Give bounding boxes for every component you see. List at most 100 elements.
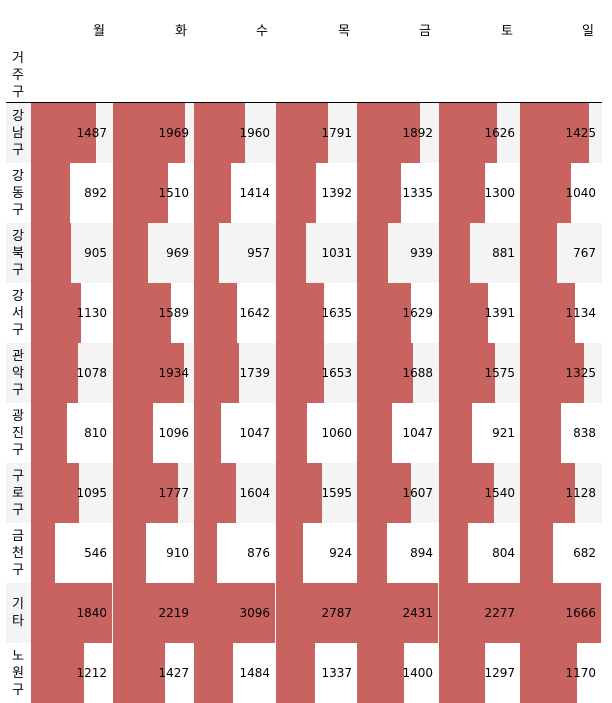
cell-value: 1060: [321, 426, 352, 440]
row-label: 강남구: [12, 108, 24, 158]
column-header: 목: [338, 24, 350, 39]
cell-bar: [194, 223, 220, 283]
cell-bar: [276, 583, 357, 643]
table-row: [6, 523, 602, 583]
row-label: 관악구: [12, 348, 24, 398]
styled-data-table: 거주구 월 화 수 목 금 토 일 강남구 1487 1969 1960 1791 1892 1626 14…: [6, 24, 602, 703]
cell-bar: [357, 283, 412, 343]
cell-value: 894: [410, 546, 433, 560]
cell-bar: [31, 283, 81, 343]
cell-bar: [520, 583, 601, 643]
cell-bar: [31, 343, 79, 403]
index-name-header: 거주구: [12, 51, 24, 100]
cell-value: 1040: [565, 186, 596, 200]
cell-bar: [194, 463, 236, 523]
cell-bar: [439, 463, 494, 523]
cell-bar: [31, 583, 112, 643]
cell-bar: [520, 103, 590, 163]
cell-value: 1739: [239, 366, 270, 380]
cell-value: 876: [247, 546, 270, 560]
cell-bar: [31, 163, 71, 223]
row-label: 광진구: [12, 408, 24, 458]
cell-bar: [194, 163, 231, 223]
cell-value: 1688: [402, 366, 433, 380]
cell-bar: [520, 163, 571, 223]
cell-value: 1629: [402, 306, 433, 320]
cell-value: 1047: [402, 426, 433, 440]
column-header: 수: [256, 24, 268, 39]
cell-bar: [520, 343, 585, 403]
cell-bar: [113, 163, 169, 223]
cell-bar: [357, 103, 421, 163]
cell-value: 910: [166, 546, 189, 560]
cell-value: 1960: [239, 126, 270, 140]
cell-value: 1031: [321, 246, 352, 260]
cell-value: 1297: [484, 666, 515, 680]
cell-value: 810: [84, 426, 107, 440]
cell-bar: [439, 163, 486, 223]
cell-value: 1626: [484, 126, 515, 140]
cell-value: 2219: [158, 606, 189, 620]
cell-value: 1300: [484, 186, 515, 200]
cell-bar: [113, 343, 184, 403]
cell-bar: [31, 403, 67, 463]
cell-value: 924: [329, 546, 352, 560]
cell-value: 1337: [321, 666, 352, 680]
cell-value: 1130: [76, 306, 107, 320]
column-header: 월: [93, 24, 105, 39]
cell-value: 892: [84, 186, 107, 200]
cell-bar: [520, 523, 554, 583]
cell-bar: [276, 523, 303, 583]
cell-value: 2431: [402, 606, 433, 620]
cell-value: 838: [573, 426, 596, 440]
cell-value: 1400: [402, 666, 433, 680]
cell-bar: [357, 163, 402, 223]
column-header: 일: [582, 24, 594, 39]
cell-bar: [276, 163, 317, 223]
row-label: 강동구: [12, 168, 24, 218]
cell-value: 767: [573, 246, 596, 260]
cell-value: 2277: [484, 606, 515, 620]
cell-value: 1635: [321, 306, 352, 320]
cell-bar: [357, 523, 387, 583]
cell-bar: [439, 283, 489, 343]
cell-bar: [31, 523, 56, 583]
cell-value: 1575: [484, 366, 515, 380]
cell-bar: [113, 283, 171, 343]
cell-bar: [194, 523, 217, 583]
cell-bar: [276, 403, 307, 463]
cell-value: 1325: [565, 366, 596, 380]
cell-bar: [113, 463, 178, 523]
cell-bar: [520, 463, 575, 523]
cell-value: 1427: [158, 666, 189, 680]
cell-bar: [194, 583, 275, 643]
cell-bar: [113, 223, 149, 283]
cell-value: 1392: [321, 186, 352, 200]
cell-value: 1096: [158, 426, 189, 440]
cell-value: 1095: [76, 486, 107, 500]
cell-bar: [194, 343, 240, 403]
column-header: 금: [419, 24, 431, 39]
row-label: 강북구: [12, 228, 24, 278]
cell-value: 804: [492, 546, 515, 560]
cell-value: 905: [84, 246, 107, 260]
cell-value: 1892: [402, 126, 433, 140]
cell-value: 1047: [239, 426, 270, 440]
cell-bar: [357, 343, 414, 403]
cell-value: 881: [492, 246, 515, 260]
cell-value: 1391: [484, 306, 515, 320]
cell-value: 1078: [76, 366, 107, 380]
cell-value: 1425: [565, 126, 596, 140]
cell-value: 1414: [239, 186, 270, 200]
cell-bar: [31, 103, 97, 163]
cell-bar: [520, 283, 576, 343]
cell-value: 1589: [158, 306, 189, 320]
cell-value: 1134: [565, 306, 596, 320]
cell-value: 2787: [321, 606, 352, 620]
cell-value: 1595: [321, 486, 352, 500]
cell-bar: [439, 403, 472, 463]
cell-value: 1969: [158, 126, 189, 140]
cell-bar: [276, 223, 306, 283]
cell-value: 1642: [239, 306, 270, 320]
column-header: 화: [175, 24, 187, 39]
